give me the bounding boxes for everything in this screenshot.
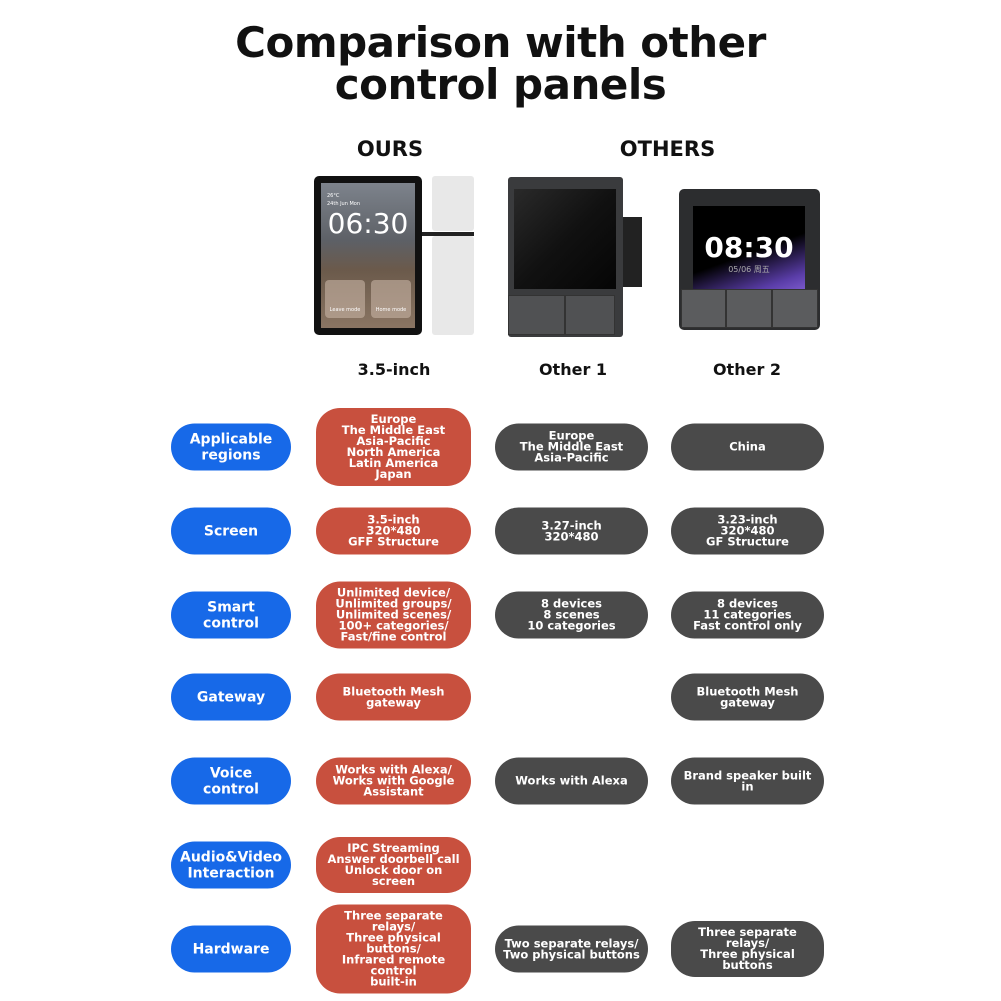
other1-value: Two separate relays/ Two physical button… [495, 925, 648, 973]
page-title: Comparison with other control panels [235, 18, 766, 109]
leave-mode-tile: Leave mode [325, 280, 365, 318]
ours-value: Bluetooth Mesh gateway [316, 673, 471, 721]
feature-label: Gateway [171, 673, 291, 721]
screen-clock: 06:30 [327, 207, 409, 240]
other2-product-name: Other 2 [712, 360, 782, 379]
feature-label: Applicable regions [171, 423, 291, 471]
other2-value: China [671, 423, 824, 471]
ours-value: 3.5-inch 320*480 GFF Structure [316, 507, 471, 555]
other1-product-name: Other 1 [538, 360, 608, 379]
other2-value: 8 devices 11 categories Fast control onl… [671, 591, 824, 639]
ours-value: Works with Alexa/ Works with Google Assi… [316, 757, 471, 805]
other1-panel-image [508, 175, 642, 337]
feature-label: Audio&Video Interaction [171, 841, 291, 889]
weather-temp: 26°C [327, 193, 340, 199]
others-header: OTHERS [619, 137, 716, 161]
ours-value: IPC Streaming Answer doorbell call Unloc… [316, 837, 471, 893]
other1-value: Europe The Middle East Asia-Pacific [495, 423, 648, 471]
ours-value: Europe The Middle East Asia-Pacific Nort… [316, 408, 471, 486]
ours-panel-image: 26°C 24th Jun Mon 06:30 Leave mode Home … [314, 176, 474, 336]
other1-value: 3.27-inch 320*480 [495, 507, 648, 555]
feature-label: Smart control [171, 591, 291, 639]
home-mode-tile: Home mode [371, 280, 411, 318]
other1-value: 8 devices 8 scenes 10 categories [495, 591, 648, 639]
other1-value: Works with Alexa [495, 757, 648, 805]
screen-clock: 08:30 [704, 231, 794, 264]
screen-date: 05/06 周五 [728, 265, 770, 274]
feature-label: Screen [171, 507, 291, 555]
other2-value: Brand speaker built in [671, 757, 824, 805]
feature-label: Voice control [171, 757, 291, 805]
ours-product-name: 3.5-inch [357, 360, 431, 379]
ours-header: OURS [356, 137, 424, 161]
other2-value: Bluetooth Mesh gateway [671, 673, 824, 721]
feature-label: Hardware [171, 925, 291, 973]
ours-value: Three separate relays/ Three physical bu… [316, 904, 471, 994]
other2-value: 3.23-inch 320*480 GF Structure [671, 507, 824, 555]
other2-value: Three separate relays/ Three physical bu… [671, 921, 824, 977]
ours-value: Unlimited device/ Unlimited groups/ Unli… [316, 581, 471, 649]
other2-panel-image: 08:30 05/06 周五 [679, 189, 820, 330]
screen-date: 24th Jun Mon [327, 201, 361, 207]
